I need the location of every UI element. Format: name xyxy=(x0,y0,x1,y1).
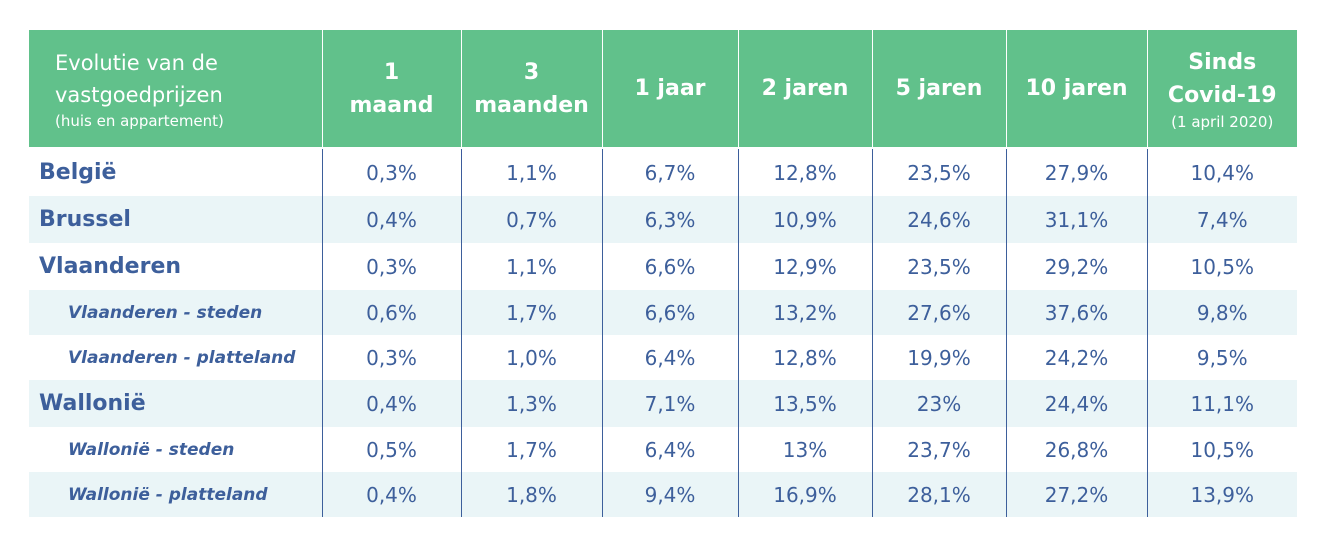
column-header-2-years: 2 jaren xyxy=(737,30,872,148)
table-title-line2: vastgoedprijzen xyxy=(55,82,223,107)
table-row: Vlaanderen 0,3% 1,1% 6,6% 12,9% 23,5% 29,2% 10,… xyxy=(29,243,1297,290)
price-change-cell: 1,1% xyxy=(460,243,602,290)
table-title-line1: Evolutie van de xyxy=(55,50,218,75)
price-change-cell: 16,9% xyxy=(737,472,872,517)
price-change-cell: 27,6% xyxy=(871,290,1006,335)
price-change-cell: 1,8% xyxy=(460,472,602,517)
price-change-cell: 13,5% xyxy=(737,380,872,427)
price-change-cell: 12,9% xyxy=(737,243,872,290)
region-label: Vlaanderen - steden xyxy=(29,290,322,335)
price-change-cell: 23,5% xyxy=(871,147,1006,196)
column-header-subtitle: (1 april 2020) xyxy=(1171,112,1274,131)
table-row: Wallonië - platteland 0,4% 1,8% 9,4% 16,9% 28… xyxy=(29,472,1297,517)
column-header-1-year: 1 jaar xyxy=(601,30,738,148)
column-header-line2: maanden xyxy=(474,92,589,118)
table-row: Vlaanderen - steden 0,6% 1,7% 6,6% 13,2% 27,6… xyxy=(29,290,1297,335)
price-change-cell: 6,6% xyxy=(601,290,738,335)
price-change-cell: 0,6% xyxy=(321,290,461,335)
price-change-cell: 31,1% xyxy=(1005,196,1147,243)
price-change-cell: 0,3% xyxy=(321,335,461,380)
price-change-cell: 13,2% xyxy=(737,290,872,335)
price-change-cell: 9,4% xyxy=(601,472,738,517)
price-change-cell: 10,9% xyxy=(737,196,872,243)
table-row: Brussel 0,4% 0,7% 6,3% 10,9% 24,6% 31,1% 7,4% xyxy=(29,196,1297,243)
price-change-cell: 1,7% xyxy=(460,290,602,335)
region-label: Wallonië - platteland xyxy=(29,472,322,517)
price-change-cell: 37,6% xyxy=(1005,290,1147,335)
price-change-cell: 24,2% xyxy=(1005,335,1147,380)
price-change-cell: 24,4% xyxy=(1005,380,1147,427)
price-change-cell: 6,6% xyxy=(601,243,738,290)
table-row: Wallonië - steden 0,5% 1,7% 6,4% 13% 23,7% 26,… xyxy=(29,427,1297,472)
header-row: Evolutie van de vastgoedprijzen (huis en… xyxy=(29,30,1297,148)
column-header-since-covid: Sinds Covid-19 (1 april 2020) xyxy=(1146,30,1297,148)
column-header-line1: 2 jaren xyxy=(761,76,849,101)
price-change-cell: 9,8% xyxy=(1146,290,1297,335)
price-change-cell: 0,7% xyxy=(460,196,602,243)
column-header-line1: 1 xyxy=(383,59,400,85)
region-label: België xyxy=(29,147,322,196)
price-change-cell: 0,3% xyxy=(321,243,461,290)
column-header-line2: Covid-19 xyxy=(1167,82,1277,108)
column-header-1-month: 1 maand xyxy=(321,30,461,148)
price-change-cell: 9,5% xyxy=(1146,335,1297,380)
table-title-subtitle: (huis en appartement) xyxy=(55,111,224,130)
column-header-line1: 3 xyxy=(523,59,540,85)
price-change-cell: 6,7% xyxy=(601,147,738,196)
column-header-line1: 5 jaren xyxy=(895,76,983,101)
price-change-cell: 23,7% xyxy=(871,427,1006,472)
region-label: Vlaanderen xyxy=(39,254,182,279)
price-change-cell: 10,5% xyxy=(1146,427,1297,472)
region-label: Wallonië xyxy=(29,380,322,427)
column-header-5-years: 5 jaren xyxy=(871,30,1006,148)
table-row: Vlaanderen - platteland 0,3% 1,0% 6,4% 12,8%… xyxy=(29,335,1297,380)
price-change-cell: 1,3% xyxy=(460,380,602,427)
table-row: België 0,3% 1,1% 6,7% 12,8% 23,5% 27,9% 10,4% xyxy=(29,147,1297,196)
price-change-cell: 10,4% xyxy=(1146,147,1297,196)
column-header-line2: maand xyxy=(349,92,434,118)
price-change-cell: 23,5% xyxy=(871,243,1006,290)
price-change-cell: 29,2% xyxy=(1005,243,1147,290)
price-change-cell: 12,8% xyxy=(737,147,872,196)
column-header-line1: 10 jaren xyxy=(1025,76,1128,101)
price-change-cell: 27,9% xyxy=(1005,147,1147,196)
price-change-cell: 7,1% xyxy=(601,380,738,427)
price-change-cell: 0,4% xyxy=(321,472,461,517)
price-change-cell: 24,6% xyxy=(871,196,1006,243)
region-label: Brussel xyxy=(29,196,322,243)
price-change-cell: 10,5% xyxy=(1146,243,1297,290)
region-label: Wallonië - steden xyxy=(68,439,235,460)
price-change-cell: 6,4% xyxy=(601,335,738,380)
price-change-cell: 19,9% xyxy=(871,335,1006,380)
price-change-cell: 1,1% xyxy=(460,147,602,196)
price-change-cell: 7,4% xyxy=(1146,196,1297,243)
price-change-cell: 1,7% xyxy=(460,427,602,472)
price-change-cell: 23% xyxy=(871,380,1006,427)
price-change-cell: 13% xyxy=(737,427,872,472)
table-title-cell: Evolutie van de vastgoedprijzen (huis en… xyxy=(29,30,322,148)
column-header-3-months: 3 maanden xyxy=(460,30,602,148)
price-change-cell: 0,4% xyxy=(321,380,461,427)
price-change-cell: 12,8% xyxy=(737,335,872,380)
price-change-cell: 11,1% xyxy=(1146,380,1297,427)
price-change-cell: 26,8% xyxy=(1005,427,1147,472)
price-change-cell: 1,0% xyxy=(460,335,602,380)
price-change-cell: 27,2% xyxy=(1005,472,1147,517)
price-change-cell: 0,4% xyxy=(321,196,461,243)
column-header-10-years: 10 jaren xyxy=(1005,30,1147,148)
column-header-line1: Sinds xyxy=(1188,49,1257,75)
price-change-cell: 13,9% xyxy=(1146,472,1297,517)
price-change-cell: 0,5% xyxy=(321,427,461,472)
column-header-line1: 1 jaar xyxy=(634,76,706,101)
price-change-cell: 6,4% xyxy=(601,427,738,472)
price-change-cell: 6,3% xyxy=(601,196,738,243)
region-label: Vlaanderen - platteland xyxy=(68,347,296,368)
price-change-cell: 0,3% xyxy=(321,147,461,196)
price-evolution-table: Evolutie van de vastgoedprijzen (huis en… xyxy=(29,30,1297,517)
price-change-cell: 28,1% xyxy=(871,472,1006,517)
table-row: Wallonië 0,4% 1,3% 7,1% 13,5% 23% 24,4% 11,1% xyxy=(29,380,1297,427)
table-body: België 0,3% 1,1% 6,7% 12,8% 23,5% 27,9% 10,4% Br… xyxy=(29,147,1297,517)
